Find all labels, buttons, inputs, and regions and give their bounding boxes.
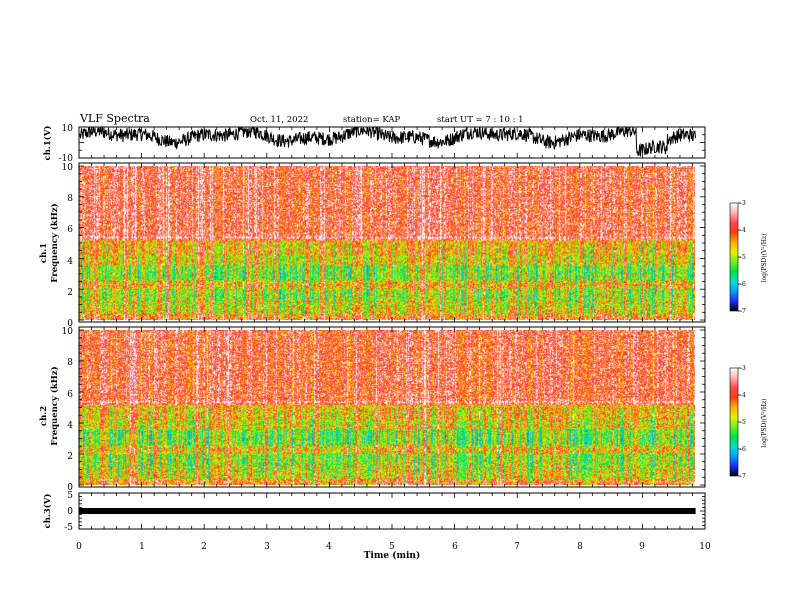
xtick-8: 8 [577, 542, 583, 552]
station-label: station= KAP [343, 115, 401, 125]
xtick-1: 1 [139, 542, 145, 552]
ch1-cbtick-minus5: -5 [740, 254, 746, 261]
ch1-ytick-2: 2 [67, 288, 73, 298]
ch1-colorbar-ticks [738, 202, 741, 312]
ch2-colorbar-ticks [738, 367, 741, 477]
ch1-cbtick-minus4: -4 [740, 227, 746, 234]
ch3-waveform-ylabel: ch.3(V) [42, 494, 53, 529]
ch1-waveform-ylabel: ch.1(V) [42, 126, 53, 161]
ch1-ytick-6: 6 [67, 225, 73, 235]
ch3-ytick-0: 0 [67, 507, 73, 517]
ch1-waveform-trace [79, 125, 696, 157]
ch1-waveform-ticks [78, 126, 706, 159]
xtick-7: 7 [514, 542, 520, 552]
ch2-spectrogram-ylabel-channel: ch.2 [39, 406, 49, 426]
ch2-ytick-6: 6 [67, 390, 73, 400]
xtick-10: 10 [699, 542, 711, 552]
xtick-9: 9 [639, 542, 645, 552]
ch1-spectrogram-image [79, 166, 695, 320]
ch2-ytick-8: 8 [67, 358, 73, 368]
ch2-colorbar-label: log(PSD)(V²/Hz) [761, 399, 768, 448]
ch1-ytick-8: 8 [67, 194, 73, 204]
ch3-ytick-minus5: -5 [64, 523, 73, 533]
x-axis-label: Time (min) [364, 550, 421, 561]
ch1-colorbar-ramp [729, 202, 739, 312]
ch1-ytick-10: 10 [62, 163, 74, 173]
xtick-3: 3 [264, 542, 270, 552]
ch2-cbtick-minus6: -6 [740, 446, 746, 453]
ch2-spectrogram-image [79, 330, 695, 485]
ch2-colorbar-ramp [729, 367, 739, 477]
ch2-colorbar: -3 -4 -5 -6 -7 log(PSD)(V²/Hz) [729, 365, 768, 480]
x-axis: 0 1 2 3 4 5 6 7 8 9 10 Time (min) [76, 542, 711, 561]
xtick-6: 6 [452, 542, 458, 552]
ch2-cbtick-minus5: -5 [740, 419, 746, 426]
ch1-ytick-10: 10 [62, 124, 74, 134]
ch1-cbtick-minus6: -6 [740, 281, 746, 288]
ch1-cbtick-minus7: -7 [740, 308, 746, 315]
figure-title: VLF Spectra [79, 112, 150, 125]
ch1-waveform-panel: 10 -10 ch.1(V) [42, 124, 706, 164]
ch2-cbtick-minus3: -3 [740, 365, 746, 372]
ch1-colorbar: -3 -4 -5 -6 -7 log(PSD)(V²/Hz) [729, 200, 768, 315]
ch1-spectrogram-ticks [78, 163, 706, 322]
ch2-ytick-10: 10 [62, 327, 74, 337]
ch1-spectrogram-ylabel-frequency: Frequency (kHz) [49, 203, 60, 282]
ch2-spectrogram-ticks [78, 327, 706, 487]
xtick-0: 0 [76, 542, 82, 552]
start-time-label: start UT = 7 : 10 : 1 [437, 115, 524, 125]
ch3-waveform-ticks [78, 492, 706, 530]
xtick-4: 4 [326, 542, 332, 552]
ch1-cbtick-minus3: -3 [740, 200, 746, 207]
ch1-spectrogram-ylabel-channel: ch.1 [39, 243, 49, 263]
date-label: Oct. 11, 2022 [250, 115, 308, 125]
ch2-ytick-0: 0 [67, 483, 73, 493]
ch1-ytick-minus10: -10 [59, 154, 74, 164]
ch1-ytick-4: 4 [67, 257, 73, 267]
xtick-5: 5 [389, 542, 395, 552]
ch1-ytick-0: 0 [67, 319, 73, 329]
ch2-spectrogram-panel: 0 2 4 6 8 10 ch.2 Frequency (kHz) -3 -4 … [39, 326, 768, 493]
ch2-cbtick-minus7: -7 [740, 473, 746, 480]
ch2-cbtick-minus4: -4 [740, 392, 746, 399]
ch3-waveform-panel: 5 0 -5 ch.3(V) [42, 491, 706, 533]
xtick-2: 2 [201, 542, 207, 552]
ch1-colorbar-label: log(PSD)(V²/Hz) [761, 234, 768, 283]
ch1-spectrogram-panel: 0 2 4 6 8 10 ch.1 Frequency (kHz) -3 -4 … [39, 162, 768, 329]
ch2-spectrogram-ylabel-frequency: Frequency (kHz) [49, 366, 60, 445]
ch2-ytick-4: 4 [67, 421, 73, 431]
ch3-waveform-trace [79, 508, 696, 514]
ch3-ytick-5: 5 [67, 491, 73, 501]
ch2-ytick-2: 2 [67, 452, 73, 462]
